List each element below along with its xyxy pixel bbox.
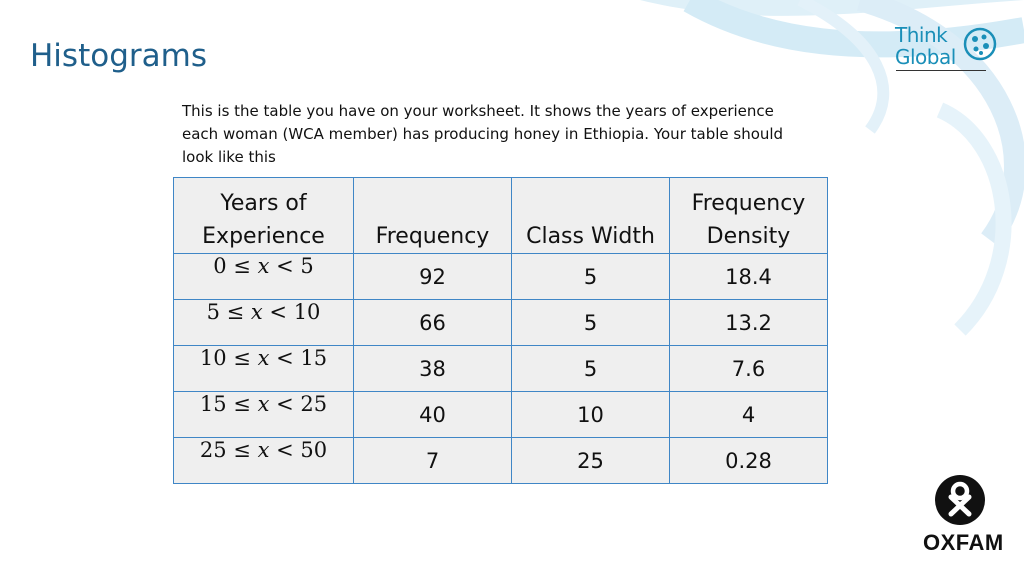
interval-high: 5: [300, 254, 314, 278]
frequency-cell: 66: [353, 299, 512, 346]
interval-low: 15: [199, 392, 227, 416]
frequency-cell: 38: [353, 345, 512, 392]
frequency-cell: 92: [353, 253, 512, 300]
header-line: Class Width: [526, 224, 655, 249]
interval-low: 10: [199, 346, 227, 370]
logo-text: Think: [895, 23, 948, 47]
think-global-logo: Think Global: [895, 24, 956, 68]
table-row: 0 ≤ x < 5 92 5 18.4: [173, 253, 828, 300]
class-width-cell: 5: [511, 253, 670, 300]
interval-high: 25: [300, 392, 328, 416]
class-width-cell: 5: [511, 299, 670, 346]
interval-low: 0: [213, 254, 227, 278]
header-years-of-experience: Years of Experience: [173, 177, 354, 254]
interval-high: 50: [300, 438, 328, 462]
table-row: 10 ≤ x < 15 38 5 7.6: [173, 345, 828, 392]
class-width-cell: 10: [511, 391, 670, 438]
class-width-cell: 25: [511, 437, 670, 484]
class-interval: 15 ≤ x < 25: [173, 391, 354, 438]
logo-underline: [896, 70, 986, 71]
oxfam-wordmark: OXFAM: [923, 530, 1004, 555]
class-width-cell: 5: [511, 345, 670, 392]
frequency-density-cell: 13.2: [669, 299, 828, 346]
table-header-row: Years of Experience Frequency Class Widt…: [173, 177, 828, 254]
header-line: Years of: [220, 191, 307, 216]
intro-line: look like this: [182, 148, 276, 166]
header-line: Frequency: [375, 224, 490, 249]
page-title: Histograms: [30, 38, 207, 74]
frequency-density-cell: 7.6: [669, 345, 828, 392]
header-class-width: Class Width: [511, 177, 670, 254]
frequency-table: Years of Experience Frequency Class Widt…: [173, 177, 828, 484]
table-row: 25 ≤ x < 50 7 25 0.28: [173, 437, 828, 484]
interval-high: 10: [293, 300, 321, 324]
header-frequency-density: Frequency Density: [669, 177, 828, 254]
interval-high: 15: [300, 346, 328, 370]
intro-text: This is the table you have on your works…: [182, 100, 822, 169]
oxfam-logo-icon: [935, 475, 985, 525]
header-line: Frequency: [691, 191, 806, 216]
frequency-cell: 40: [353, 391, 512, 438]
frequency-cell: 7: [353, 437, 512, 484]
header-line: Density: [706, 224, 791, 249]
logo-text: Global: [895, 45, 956, 69]
class-interval: 0 ≤ x < 5: [173, 253, 354, 300]
table-row: 15 ≤ x < 25 40 10 4: [173, 391, 828, 438]
intro-line: each woman (WCA member) has producing ho…: [182, 125, 784, 143]
class-interval: 10 ≤ x < 15: [173, 345, 354, 392]
globe-icon: [963, 27, 997, 61]
intro-line: This is the table you have on your works…: [182, 102, 774, 120]
frequency-density-cell: 0.28: [669, 437, 828, 484]
header-line: Experience: [202, 224, 325, 249]
class-interval: 25 ≤ x < 50: [173, 437, 354, 484]
interval-low: 25: [199, 438, 227, 462]
frequency-density-cell: 18.4: [669, 253, 828, 300]
frequency-density-cell: 4: [669, 391, 828, 438]
table-row: 5 ≤ x < 10 66 5 13.2: [173, 299, 828, 346]
header-frequency: Frequency: [353, 177, 512, 254]
interval-low: 5: [206, 300, 220, 324]
class-interval: 5 ≤ x < 10: [173, 299, 354, 346]
